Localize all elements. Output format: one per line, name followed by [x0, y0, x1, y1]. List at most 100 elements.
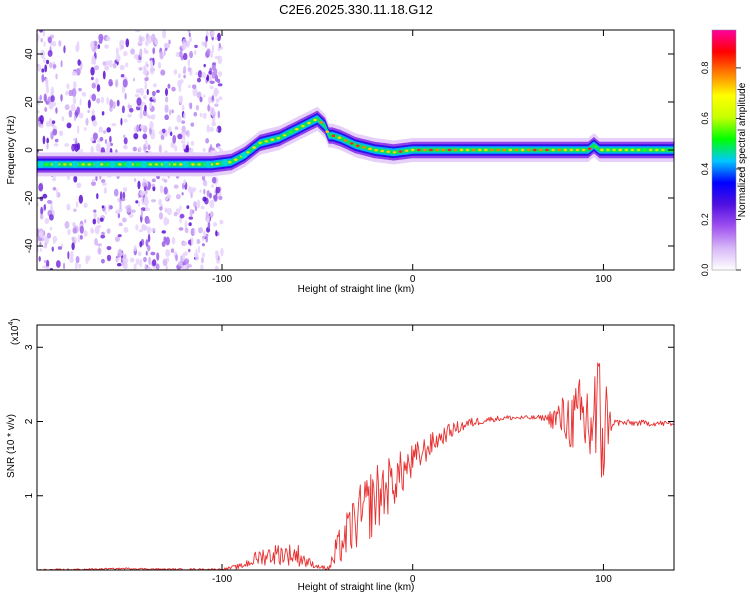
noise-speck [218, 42, 222, 49]
noise-speck [39, 94, 42, 101]
snr-axes: -100 0 100 1 2 3 [24, 325, 674, 585]
ridge-blob [52, 161, 59, 168]
noise-speck [187, 264, 193, 268]
noise-speck [73, 175, 78, 183]
noise-speck [37, 33, 40, 42]
ridge-hotspot [270, 138, 275, 141]
noise-speck [47, 49, 53, 57]
noise-speck [201, 175, 206, 181]
ridge-hotspot [429, 148, 433, 152]
noise-speck [77, 234, 81, 243]
noise-speck [174, 145, 178, 152]
ridge-blob [109, 161, 116, 168]
ridge-hotspot [465, 148, 470, 152]
noise-speck [178, 83, 182, 93]
noise-speck [71, 143, 76, 152]
snr-multiplier-close: ) [10, 318, 21, 321]
ridge-hotspot [435, 148, 439, 152]
noise-speck [108, 78, 113, 87]
noise-speck [106, 127, 111, 133]
noise-speck [115, 257, 120, 262]
snr-multiplier: (x104) [8, 318, 21, 345]
noise-speck [70, 104, 76, 112]
ridge-hotspot [337, 136, 342, 139]
noise-speck [177, 133, 183, 140]
noise-speck [97, 246, 101, 255]
noise-speck [79, 98, 82, 106]
ridge-hotspot [636, 148, 641, 152]
ridge-hotspot [374, 148, 378, 152]
noise-speck [92, 218, 97, 225]
noise-speck [201, 236, 205, 241]
noise-speck [215, 186, 218, 196]
noise-speck [109, 106, 113, 112]
noise-speck [149, 65, 155, 75]
noise-speck [165, 265, 169, 270]
noise-speck [191, 84, 197, 90]
noise-speck [84, 219, 87, 224]
noise-speck [219, 219, 224, 225]
noise-speck [154, 38, 159, 46]
noise-speck [214, 36, 218, 40]
noise-speck [123, 137, 128, 145]
noise-speck [159, 185, 164, 194]
ridge-hotspot [355, 144, 360, 147]
noise-speck [75, 68, 81, 76]
noise-speck [150, 251, 156, 256]
noise-speck [152, 185, 156, 192]
noise-speck [37, 64, 42, 72]
noise-speck [46, 143, 49, 150]
noise-speck [203, 188, 206, 195]
noise-speck [179, 213, 185, 219]
noise-speck [170, 248, 175, 253]
ridge-blob [182, 161, 189, 168]
noise-speck [96, 98, 101, 104]
noise-speck [122, 186, 128, 193]
noise-speck [168, 39, 171, 45]
noise-speck [182, 134, 186, 138]
noise-speck [158, 201, 162, 206]
noise-speck [147, 233, 151, 243]
noise-speck [119, 64, 125, 71]
noise-speck [113, 188, 119, 197]
noise-speck [160, 69, 166, 76]
ridge-hotspot [179, 163, 183, 166]
noise-speck [151, 227, 156, 232]
noise-speck [38, 256, 41, 262]
noise-speck [76, 40, 80, 50]
noise-speck [139, 240, 143, 248]
spectrogram-ytick-label: 20 [24, 96, 35, 108]
noise-speck [197, 70, 203, 78]
noise-speck [178, 95, 184, 104]
noise-speck [165, 197, 169, 201]
noise-speck [78, 263, 82, 269]
noise-speck [48, 101, 54, 110]
noise-speck [91, 82, 96, 89]
noise-speck [189, 208, 193, 217]
noise-speck [138, 200, 141, 207]
noise-speck [147, 35, 153, 44]
noise-speck [96, 84, 101, 92]
noise-speck [212, 222, 218, 227]
noise-speck [214, 250, 219, 255]
ridge-hotspot [606, 148, 610, 152]
noise-speck [104, 139, 108, 144]
noise-speck [191, 187, 197, 192]
noise-speck [202, 147, 206, 152]
noise-speck [181, 125, 186, 133]
noise-speck [190, 237, 194, 246]
noise-speck [150, 199, 157, 203]
noise-speck [133, 54, 139, 60]
noise-speck [196, 77, 202, 83]
ridge-hotspot [655, 148, 659, 152]
noise-speck [125, 62, 129, 68]
noise-speck [109, 205, 113, 210]
noise-speck [45, 59, 50, 65]
ridge-hotspot [642, 148, 647, 152]
ridge-hotspot [246, 151, 250, 154]
noise-speck [209, 80, 215, 84]
noise-speck [65, 90, 69, 96]
ridge-hotspot [154, 163, 159, 166]
noise-speck [183, 74, 186, 79]
noise-speck [102, 61, 107, 66]
